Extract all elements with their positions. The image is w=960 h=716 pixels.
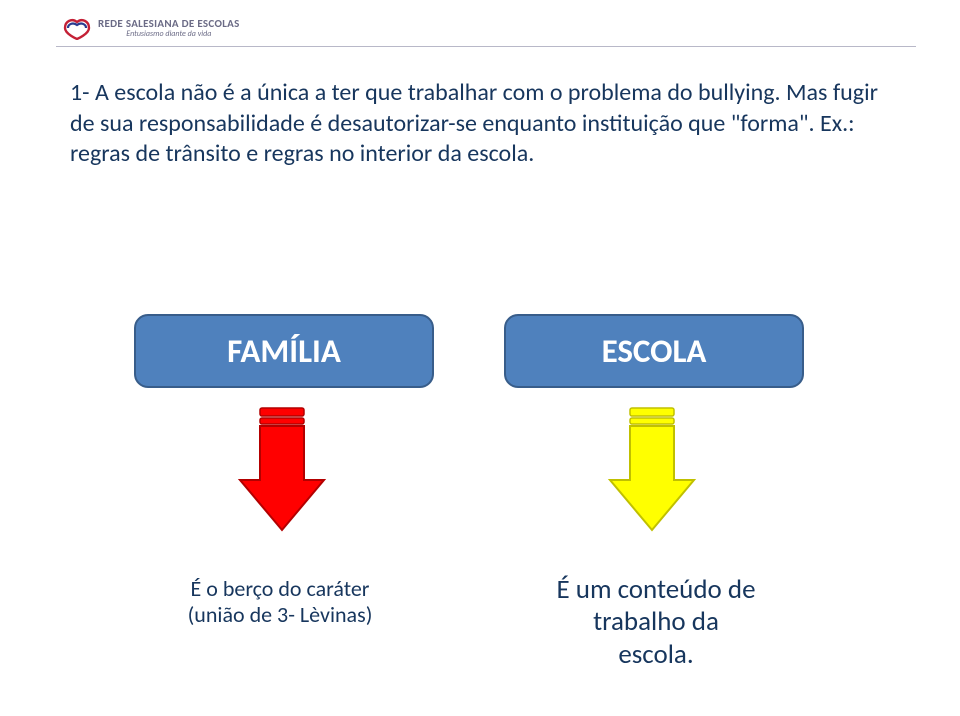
caption-familia: É o berço do caráter (união de 3- Lèvina… xyxy=(130,576,430,629)
box-familia: FAMÍLIA xyxy=(134,314,434,388)
box-escola-label: ESCOLA xyxy=(602,331,707,371)
arrow-down-right xyxy=(606,404,698,532)
brand-logo: REDE SALESIANA DE ESCOLAS Entusiasmo dia… xyxy=(62,16,240,40)
arrow-down-left xyxy=(236,404,328,532)
brand-logo-icon xyxy=(62,16,92,40)
arrow-down-icon xyxy=(240,408,324,530)
header-divider xyxy=(56,46,916,47)
body-paragraph: 1- A escola não é a única a ter que trab… xyxy=(70,78,890,170)
caption-escola: É um conteúdo de trabalho da escola. xyxy=(506,574,806,671)
caption-line: escola. xyxy=(618,638,693,671)
slide: { "header": { "brand_main": "REDE SALESI… xyxy=(0,0,960,716)
brand-main: REDE SALESIANA DE ESCOLAS xyxy=(98,18,240,29)
brand-text: REDE SALESIANA DE ESCOLAS Entusiasmo dia… xyxy=(98,18,240,38)
caption-line: (união de 3- Lèvinas) xyxy=(188,601,373,628)
caption-line: É o berço do caráter xyxy=(191,575,370,602)
box-familia-label: FAMÍLIA xyxy=(227,331,341,371)
caption-line: trabalho da xyxy=(593,605,719,638)
brand-sub: Entusiasmo diante da vida xyxy=(98,30,240,38)
caption-line: É um conteúdo de xyxy=(556,573,755,606)
arrow-down-icon xyxy=(610,408,694,530)
box-escola: ESCOLA xyxy=(504,314,804,388)
